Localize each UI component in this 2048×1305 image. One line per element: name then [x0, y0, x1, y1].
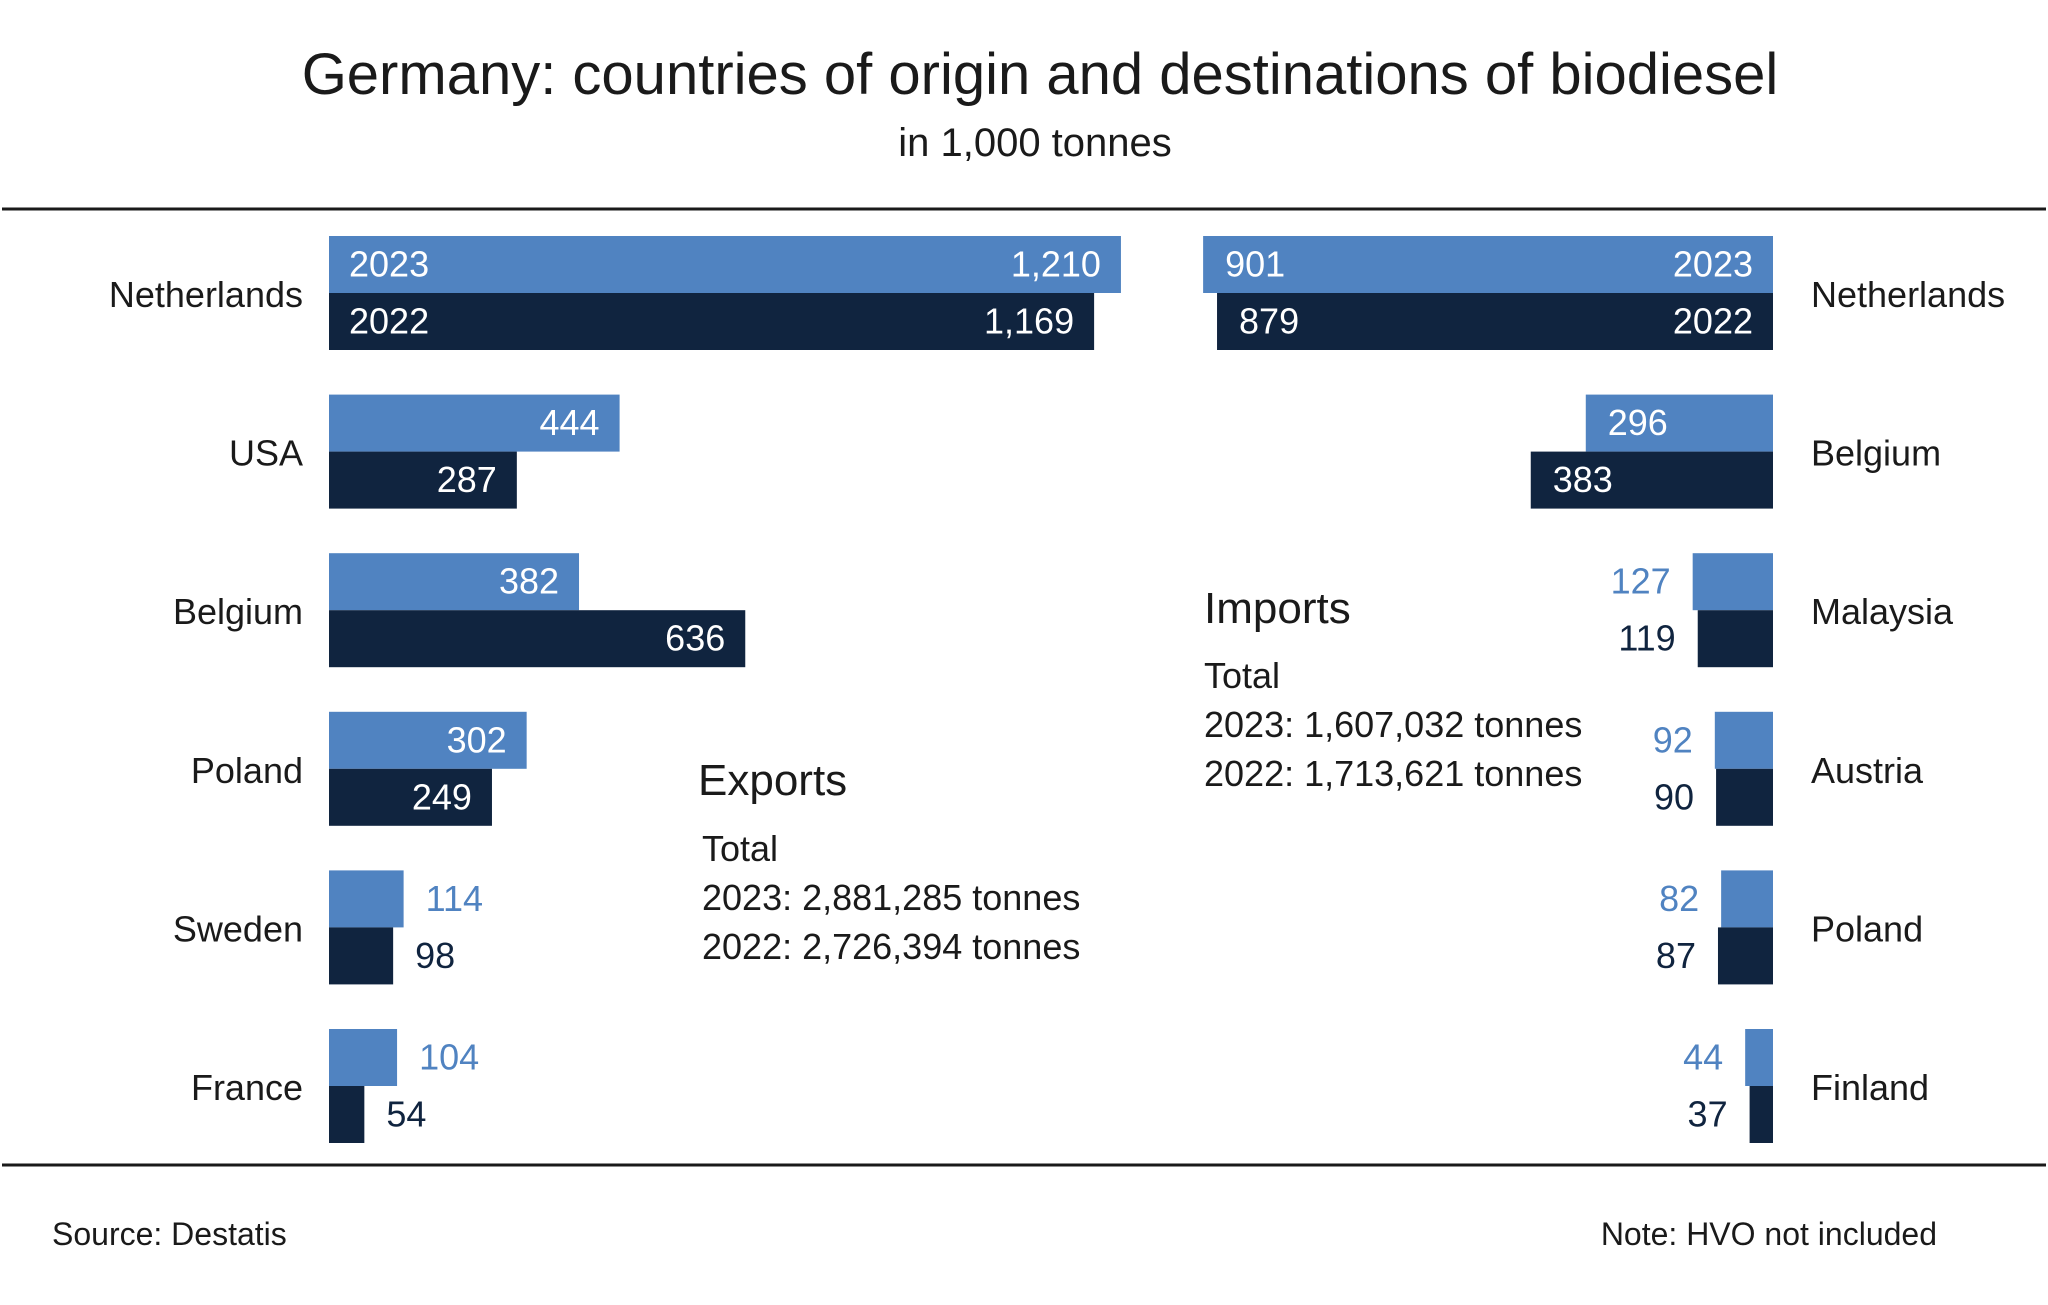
export-belgium-value-2022: 636 — [665, 618, 725, 659]
import-belgium-value-2022: 383 — [1553, 459, 1613, 500]
exports-bars: Netherlands 1,210 2023 1,169 2022 USA 444 287 Be… — [109, 236, 1121, 1143]
import-austria-bar-2023 — [1714, 711, 1773, 769]
import-austria-value-2022: 90 — [1654, 776, 1694, 817]
import-belgium-bar-2022 — [1530, 451, 1773, 509]
export-poland-bar-2023 — [329, 711, 527, 769]
import-poland-value-2022: 87 — [1656, 935, 1696, 976]
imports-heading: Imports — [1204, 584, 1351, 633]
import-finland-value-2022: 37 — [1688, 1094, 1728, 1135]
import-finland-label: Finland — [1811, 1067, 1929, 1108]
import-netherlands-year-2022: 2022 — [1673, 301, 1753, 342]
import-netherlands-bar-2023 — [1203, 236, 1773, 293]
export-france-value-2023: 104 — [419, 1037, 479, 1078]
export-sweden-row: Sweden 114 98 — [173, 870, 483, 985]
import-netherlands-bar-2022 — [1217, 293, 1773, 350]
import-netherlands-label: Netherlands — [1811, 274, 2005, 315]
chart-title: Germany: countries of origin and destina… — [302, 42, 1779, 107]
import-netherlands-value-2023: 901 — [1225, 244, 1285, 285]
export-belgium-bar-2023 — [329, 553, 580, 611]
export-belgium-bar-2022 — [329, 610, 746, 668]
export-france-bar-2022 — [329, 1086, 365, 1143]
export-france-row: France 104 54 — [191, 1029, 479, 1143]
export-netherlands-value-2022: 1,169 — [984, 301, 1074, 342]
import-austria-row: Austria 92 90 — [1653, 711, 1924, 826]
export-usa-label: USA — [229, 433, 303, 474]
export-belgium-value-2023: 382 — [499, 561, 559, 602]
exports-total-2022: 2022: 2,726,394 tonnes — [702, 926, 1080, 967]
import-poland-bar-2022 — [1717, 927, 1773, 985]
imports-bars: Netherlands 901 2023 879 2022 Belgium 296 383 Ma… — [1203, 236, 2005, 1143]
export-sweden-value-2022: 98 — [415, 935, 455, 976]
import-austria-label: Austria — [1811, 750, 1924, 791]
chart-subtitle: in 1,000 tonnes — [898, 121, 1172, 165]
import-finland-bar-2022 — [1749, 1086, 1773, 1143]
import-poland-bar-2023 — [1721, 870, 1773, 928]
imports-total-2023: 2023: 1,607,032 tonnes — [1204, 704, 1582, 745]
imports-total-label: Total — [1204, 655, 1280, 696]
export-netherlands-row: Netherlands 1,210 2023 1,169 2022 — [109, 236, 1121, 350]
export-usa-value-2022: 287 — [437, 459, 497, 500]
export-poland-value-2022: 249 — [412, 776, 472, 817]
import-malaysia-row: Malaysia 127 119 — [1611, 553, 1954, 668]
export-netherlands-value-2023: 1,210 — [1011, 244, 1101, 285]
import-poland-label: Poland — [1811, 908, 1923, 949]
export-sweden-label: Sweden — [173, 908, 303, 949]
import-malaysia-label: Malaysia — [1811, 591, 1954, 632]
export-netherlands-year-2022: 2022 — [349, 301, 429, 342]
export-france-bar-2023 — [329, 1029, 398, 1086]
imports-total-2022: 2022: 1,713,621 tonnes — [1204, 753, 1582, 794]
export-usa-bar-2022 — [329, 451, 517, 509]
import-austria-bar-2022 — [1716, 768, 1773, 826]
export-poland-row: Poland 302 249 — [191, 711, 527, 826]
export-poland-bar-2022 — [329, 768, 492, 826]
export-france-value-2022: 54 — [386, 1094, 426, 1135]
import-poland-row: Poland 82 87 — [1656, 870, 1923, 985]
export-netherlands-bar-2023 — [329, 236, 1121, 293]
export-poland-value-2023: 302 — [447, 719, 507, 760]
source-note: Source: Destatis — [52, 1216, 287, 1252]
exports-total-2023: 2023: 2,881,285 tonnes — [702, 877, 1080, 918]
exports-totals: Exports Total 2023: 2,881,285 tonnes 202… — [698, 756, 1080, 967]
exports-total-label: Total — [702, 828, 778, 869]
import-poland-value-2023: 82 — [1659, 878, 1699, 919]
export-netherlands-label: Netherlands — [109, 274, 303, 315]
export-usa-bar-2023 — [329, 394, 620, 452]
export-netherlands-year-2023: 2023 — [349, 244, 429, 285]
import-malaysia-value-2023: 127 — [1611, 561, 1671, 602]
import-malaysia-bar-2023 — [1692, 553, 1773, 611]
export-sweden-bar-2022 — [329, 927, 394, 985]
export-sweden-value-2023: 114 — [426, 878, 483, 919]
export-poland-label: Poland — [191, 750, 303, 791]
export-france-label: France — [191, 1067, 303, 1108]
export-usa-value-2023: 444 — [540, 402, 600, 443]
import-finland-bar-2023 — [1745, 1029, 1773, 1086]
import-finland-row: Finland 44 37 — [1683, 1029, 1929, 1143]
export-usa-row: USA 444 287 — [229, 394, 620, 509]
import-belgium-value-2023: 296 — [1608, 402, 1668, 443]
export-belgium-label: Belgium — [173, 591, 303, 632]
import-malaysia-value-2022: 119 — [1618, 618, 1675, 659]
import-austria-value-2023: 92 — [1653, 719, 1693, 760]
import-netherlands-value-2022: 879 — [1239, 301, 1299, 342]
import-belgium-row: Belgium 296 383 — [1530, 394, 1941, 509]
hvo-note: Note: HVO not included — [1601, 1216, 1937, 1252]
import-malaysia-bar-2022 — [1697, 610, 1773, 668]
export-sweden-bar-2023 — [329, 870, 404, 928]
import-finland-value-2023: 44 — [1683, 1037, 1723, 1078]
imports-totals: Imports Total 2023: 1,607,032 tonnes 202… — [1204, 584, 1582, 794]
import-netherlands-row: Netherlands 901 2023 879 2022 — [1203, 236, 2005, 350]
export-netherlands-bar-2022 — [329, 293, 1095, 350]
import-netherlands-year-2023: 2023 — [1673, 244, 1753, 285]
import-belgium-bar-2023 — [1585, 394, 1773, 452]
import-belgium-label: Belgium — [1811, 433, 1941, 474]
export-belgium-row: Belgium 382 636 — [173, 553, 746, 668]
exports-heading: Exports — [698, 756, 847, 805]
